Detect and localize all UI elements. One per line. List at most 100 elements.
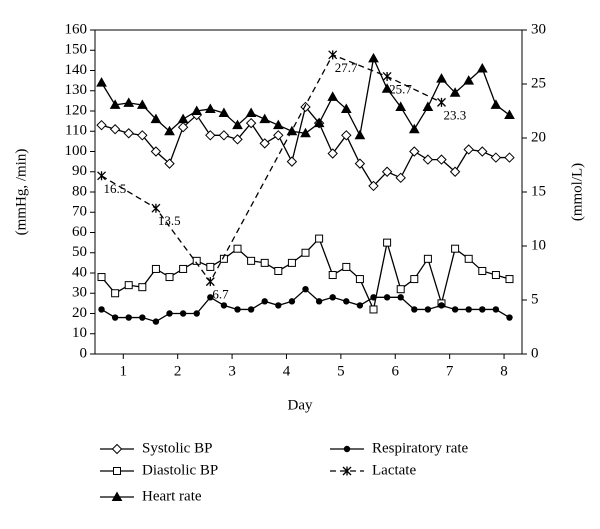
marker-diamond	[232, 134, 243, 145]
marker-diamond	[123, 128, 134, 139]
x-tick-label: 5	[337, 363, 345, 379]
y-tick-label: 160	[65, 21, 88, 37]
marker-circle	[397, 294, 404, 301]
marker-circle	[506, 314, 513, 321]
marker-square	[383, 238, 392, 247]
marker-circle	[152, 318, 160, 325]
marker-circle	[193, 310, 200, 317]
marker-triangle	[96, 77, 107, 87]
marker-diamond	[409, 146, 420, 157]
y2-tick-label: 0	[531, 345, 539, 361]
marker-triangle	[150, 113, 162, 124]
marker-diamond	[177, 121, 189, 133]
marker-circle	[479, 306, 486, 313]
x-tick-label: 2	[174, 363, 182, 379]
marker-square	[247, 256, 256, 265]
marker-circle	[234, 306, 241, 313]
series-line	[101, 54, 442, 283]
y2-tick-label: 20	[531, 129, 546, 145]
marker-triangle	[111, 491, 123, 501]
marker-triangle	[191, 105, 203, 115]
marker-circle	[343, 445, 351, 453]
marker-square	[138, 283, 147, 292]
marker-diamond	[354, 158, 366, 169]
y2-tick-label: 10	[531, 237, 546, 253]
marker-diamond	[137, 130, 148, 141]
marker-diamond	[164, 158, 175, 169]
marker-square	[410, 275, 419, 284]
marker-square	[260, 258, 269, 267]
x-tick-label: 6	[392, 363, 400, 379]
marker-square	[111, 289, 120, 298]
legend-label: Heart rate	[142, 488, 202, 504]
marker-circle	[302, 286, 309, 293]
marker-circle	[111, 314, 119, 321]
x-tick-label: 7	[446, 363, 454, 379]
marker-square	[464, 254, 473, 263]
marker-circle	[275, 302, 282, 309]
marker-square	[165, 273, 174, 282]
marker-diamond	[381, 166, 393, 177]
marker-triangle	[300, 127, 311, 138]
x-tick-label: 8	[500, 363, 508, 379]
marker-square	[396, 285, 405, 294]
marker-diamond	[395, 172, 406, 184]
data-label: 16.5	[104, 181, 127, 196]
marker-diamond	[477, 146, 488, 157]
marker-circle	[411, 306, 418, 313]
y-tick-label: 20	[72, 305, 87, 321]
y-tick-label: 150	[65, 42, 88, 58]
marker-square	[451, 244, 460, 253]
marker-diamond	[111, 443, 123, 455]
y2-tick-label: 30	[531, 21, 546, 37]
marker-triangle	[272, 119, 284, 130]
marker-triangle	[259, 113, 271, 124]
marker-triangle	[109, 99, 121, 109]
marker-diamond	[273, 130, 284, 141]
marker-star	[328, 50, 338, 60]
marker-circle	[451, 306, 459, 313]
marker-diamond	[463, 144, 474, 155]
series-line	[101, 288, 510, 323]
marker-triangle	[245, 107, 257, 118]
marker-diamond	[218, 130, 230, 141]
marker-triangle	[476, 62, 488, 73]
marker-square	[233, 244, 242, 253]
marker-triangle	[286, 125, 298, 136]
marker-diamond	[368, 180, 379, 192]
marker-circle	[288, 298, 296, 305]
marker-circle	[139, 314, 146, 321]
marker-circle	[329, 294, 336, 301]
marker-diamond	[259, 138, 270, 149]
marker-circle	[356, 302, 364, 309]
marker-diamond	[341, 130, 352, 141]
marker-square	[151, 264, 160, 273]
data-label: 27.7	[335, 60, 358, 75]
marker-circle	[370, 294, 377, 301]
marker-triangle	[449, 87, 461, 97]
x-tick-label: 3	[228, 363, 236, 379]
marker-square	[423, 254, 432, 263]
marker-square	[206, 262, 215, 271]
marker-diamond	[504, 152, 515, 163]
marker-circle	[315, 298, 323, 305]
marker-star	[205, 277, 215, 287]
y-tick-label: 80	[72, 183, 87, 199]
marker-square	[113, 467, 121, 475]
y-tick-label: 110	[65, 123, 87, 139]
y-tick-label: 70	[72, 204, 87, 220]
marker-triangle	[123, 97, 135, 107]
marker-diamond	[449, 166, 461, 177]
y2-axis-label: (mmol/L)	[569, 163, 585, 221]
marker-star	[151, 203, 161, 213]
marker-square	[328, 271, 337, 280]
x-axis-label: Day	[288, 397, 313, 413]
marker-diamond	[245, 117, 257, 129]
marker-triangle	[422, 101, 434, 111]
marker-triangle	[368, 52, 379, 63]
marker-triangle	[340, 103, 352, 113]
marker-triangle	[490, 99, 502, 109]
marker-triangle	[436, 73, 447, 83]
y-tick-label: 0	[80, 345, 88, 361]
marker-star	[382, 71, 392, 81]
